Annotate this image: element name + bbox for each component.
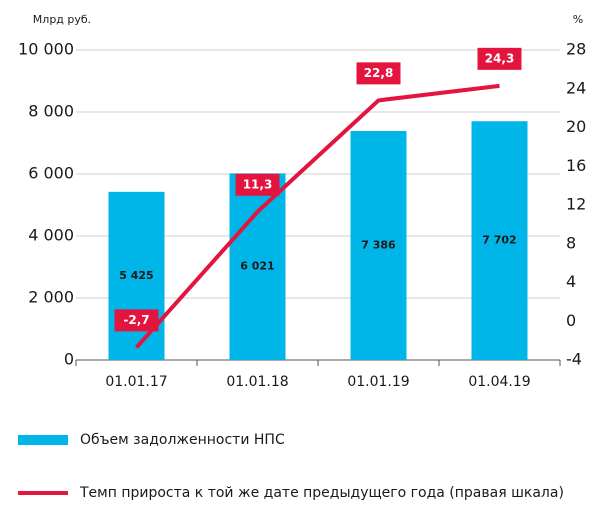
bar-value-label: 7 386 bbox=[361, 239, 396, 252]
line-label-box bbox=[477, 47, 522, 70]
y2-tick-label: 28 bbox=[566, 40, 586, 59]
legend-label: Темп прироста к той же дате предыдущего … bbox=[79, 485, 564, 501]
bar-value-label: 5 425 bbox=[119, 269, 153, 282]
y2-axis-unit: % bbox=[573, 13, 583, 26]
bar bbox=[471, 121, 528, 360]
y2-tick-label: 0 bbox=[566, 311, 576, 330]
line-value-label: 24,3 bbox=[485, 51, 515, 65]
line-value-label: -2,7 bbox=[123, 313, 149, 327]
bar bbox=[229, 173, 286, 360]
line-label-box bbox=[114, 309, 159, 332]
bar bbox=[108, 191, 165, 360]
line bbox=[135, 83, 500, 349]
x-tick-label: 01.04.19 bbox=[468, 374, 530, 390]
legend-swatch bbox=[18, 435, 68, 445]
legend-label: Объем задолженности НПС bbox=[80, 432, 285, 448]
line-value-label: 11,3 bbox=[243, 177, 273, 191]
y2-tick-label: 12 bbox=[566, 195, 586, 214]
y2-tick-label: 20 bbox=[566, 117, 586, 136]
line-value-label: 22,8 bbox=[364, 66, 394, 80]
x-tick-label: 01.01.18 bbox=[226, 374, 288, 390]
x-tick-label: 01.01.19 bbox=[347, 374, 409, 390]
y2-tick-label: 4 bbox=[566, 272, 576, 291]
y-axis-unit: Млрд руб. bbox=[33, 13, 91, 26]
x-tick-label: 01.01.17 bbox=[105, 374, 167, 390]
y-tick-label: 0 bbox=[64, 350, 74, 369]
bar bbox=[350, 131, 407, 360]
y-tick-label: 4 000 bbox=[28, 226, 74, 245]
line-label-box bbox=[356, 62, 401, 85]
bar-value-label: 6 021 bbox=[240, 260, 274, 273]
y2-tick-label: -4 bbox=[566, 350, 582, 369]
bar-value-label: 7 702 bbox=[482, 234, 516, 247]
line-label-box bbox=[235, 173, 280, 196]
y2-tick-label: 24 bbox=[566, 78, 586, 97]
y-tick-label: 2 000 bbox=[28, 288, 74, 307]
y2-tick-label: 8 bbox=[566, 233, 576, 252]
y-tick-label: 10 000 bbox=[18, 40, 74, 59]
y-tick-label: 6 000 bbox=[28, 164, 74, 183]
y2-tick-label: 16 bbox=[566, 156, 586, 175]
y-tick-label: 8 000 bbox=[28, 102, 74, 121]
